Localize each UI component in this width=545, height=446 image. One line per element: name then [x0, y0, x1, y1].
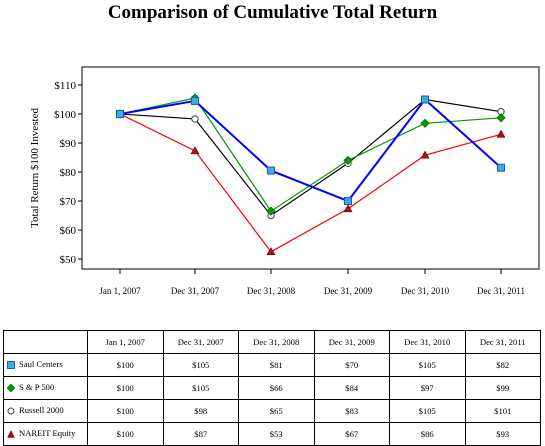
- table-cell: $53: [238, 422, 315, 446]
- table-cell: $70: [313, 353, 390, 377]
- table-cell: $105: [162, 376, 239, 400]
- table-cell: $105: [389, 399, 466, 423]
- y-tick-label: $50: [60, 254, 77, 266]
- table-cell: $100: [87, 399, 164, 423]
- table-header-cell: Dec 31, 2009: [313, 330, 390, 354]
- table-cell: $87: [162, 422, 239, 446]
- x-tick-label: Dec 31, 2008: [247, 286, 296, 296]
- table-cell: $86: [389, 422, 466, 446]
- table-cell: $98: [162, 399, 239, 423]
- data-point: [343, 204, 353, 213]
- line-chart: $50 $60 $70 $80 $90 $100 $110 Jan 1, 2007 Dec 31…: [29, 66, 540, 296]
- table-cell: $100: [87, 422, 164, 446]
- table-cell: $84: [313, 376, 390, 400]
- y-axis-label: Total Return $100 Invested: [29, 108, 41, 228]
- x-tick-label: Dec 31, 2007: [171, 286, 220, 296]
- y-tick-label: $100: [54, 109, 77, 121]
- table-cell: $99: [464, 376, 541, 400]
- y-tick-label: $80: [60, 167, 77, 179]
- chart-title: Comparison of Cumulative Total Return: [107, 2, 438, 23]
- table-row: Saul Centers $100 $105 $81 $70 $105 $82: [3, 353, 541, 377]
- table-corner-cell: [3, 330, 88, 354]
- square-legend-marker-icon: [7, 360, 15, 371]
- data-point: [496, 113, 506, 123]
- table-cell: $65: [238, 399, 315, 423]
- data-point: [116, 110, 124, 118]
- table-row: Russell 2000 $100 $98 $65 $83 $105 $101: [3, 399, 541, 423]
- series-line-russell-2000: [119, 98, 502, 217]
- table-row: S & P 500 $100 $105 $66 $84 $97 $99: [3, 376, 541, 400]
- table-cell: $101: [464, 399, 541, 423]
- table-header-cell: Dec 31, 2011: [464, 330, 541, 354]
- data-point: [420, 118, 430, 128]
- data-point: [266, 206, 276, 216]
- table-cell: $100: [87, 376, 164, 400]
- table-header-cell: Jan 1, 2007: [87, 330, 164, 354]
- series-name: Russell 2000: [19, 405, 64, 416]
- table-header-cell: Dec 31, 2007: [162, 330, 239, 354]
- table-cell: $93: [464, 422, 541, 446]
- circle-legend-marker-icon: [7, 407, 15, 417]
- table-cell: $66: [238, 376, 315, 400]
- plot-area-frame: [81, 66, 540, 270]
- table-cell: $82: [464, 353, 541, 377]
- series-line-saul-centers: [119, 98, 502, 203]
- y-tick-label: $110: [54, 80, 76, 92]
- table-header-row: Jan 1, 2007 Dec 31, 2007 Dec 31, 2008 Dec 3…: [3, 330, 541, 354]
- data-point: [343, 155, 353, 165]
- x-tick-label: Dec 31, 2010: [401, 286, 450, 296]
- table-cell: $67: [313, 422, 390, 446]
- row-series-label: NAREIT Equity: [3, 422, 88, 446]
- table-cell: $105: [389, 353, 466, 377]
- triangle-legend-marker-icon: [7, 429, 15, 440]
- data-point: [191, 115, 199, 123]
- data-point: [190, 146, 200, 155]
- data-point: [191, 96, 199, 105]
- table-cell: $81: [238, 353, 315, 377]
- row-series-label: S & P 500: [3, 376, 88, 400]
- series-name: S & P 500: [19, 382, 55, 393]
- table-cell: $97: [389, 376, 466, 400]
- series-line-nareit-equity: [119, 113, 502, 253]
- x-tick-label: Dec 31, 2009: [324, 286, 373, 296]
- data-point: [267, 166, 275, 175]
- table-row: NAREIT Equity $100 $87 $53 $67 $86 $93: [3, 422, 541, 446]
- data-point: [497, 163, 505, 172]
- series-name: NAREIT Equity: [19, 428, 76, 439]
- table-header-cell: Dec 31, 2010: [389, 330, 466, 354]
- returns-table: Jan 1, 2007 Dec 31, 2007 Dec 31, 2008 Dec 3…: [3, 330, 541, 446]
- row-series-label: Saul Centers: [3, 353, 88, 377]
- table-cell: $105: [162, 353, 239, 377]
- data-point: [420, 150, 430, 159]
- table-header-cell: Dec 31, 2008: [238, 330, 315, 354]
- data-point: [344, 197, 352, 205]
- x-tick-label: Dec 31, 2011: [477, 286, 525, 296]
- table-cell: $83: [313, 399, 390, 423]
- diamond-legend-marker-icon: [6, 383, 16, 394]
- data-point: [266, 247, 276, 256]
- row-series-label: Russell 2000: [3, 399, 88, 423]
- x-tick-label: Jan 1, 2007: [99, 286, 141, 296]
- data-point: [421, 95, 429, 104]
- data-point: [496, 129, 506, 138]
- table-cell: $100: [87, 353, 164, 377]
- y-tick-label: $70: [60, 196, 77, 208]
- y-tick-label: $60: [60, 225, 77, 237]
- series-name: Saul Centers: [19, 359, 63, 370]
- y-tick-label: $90: [60, 138, 77, 150]
